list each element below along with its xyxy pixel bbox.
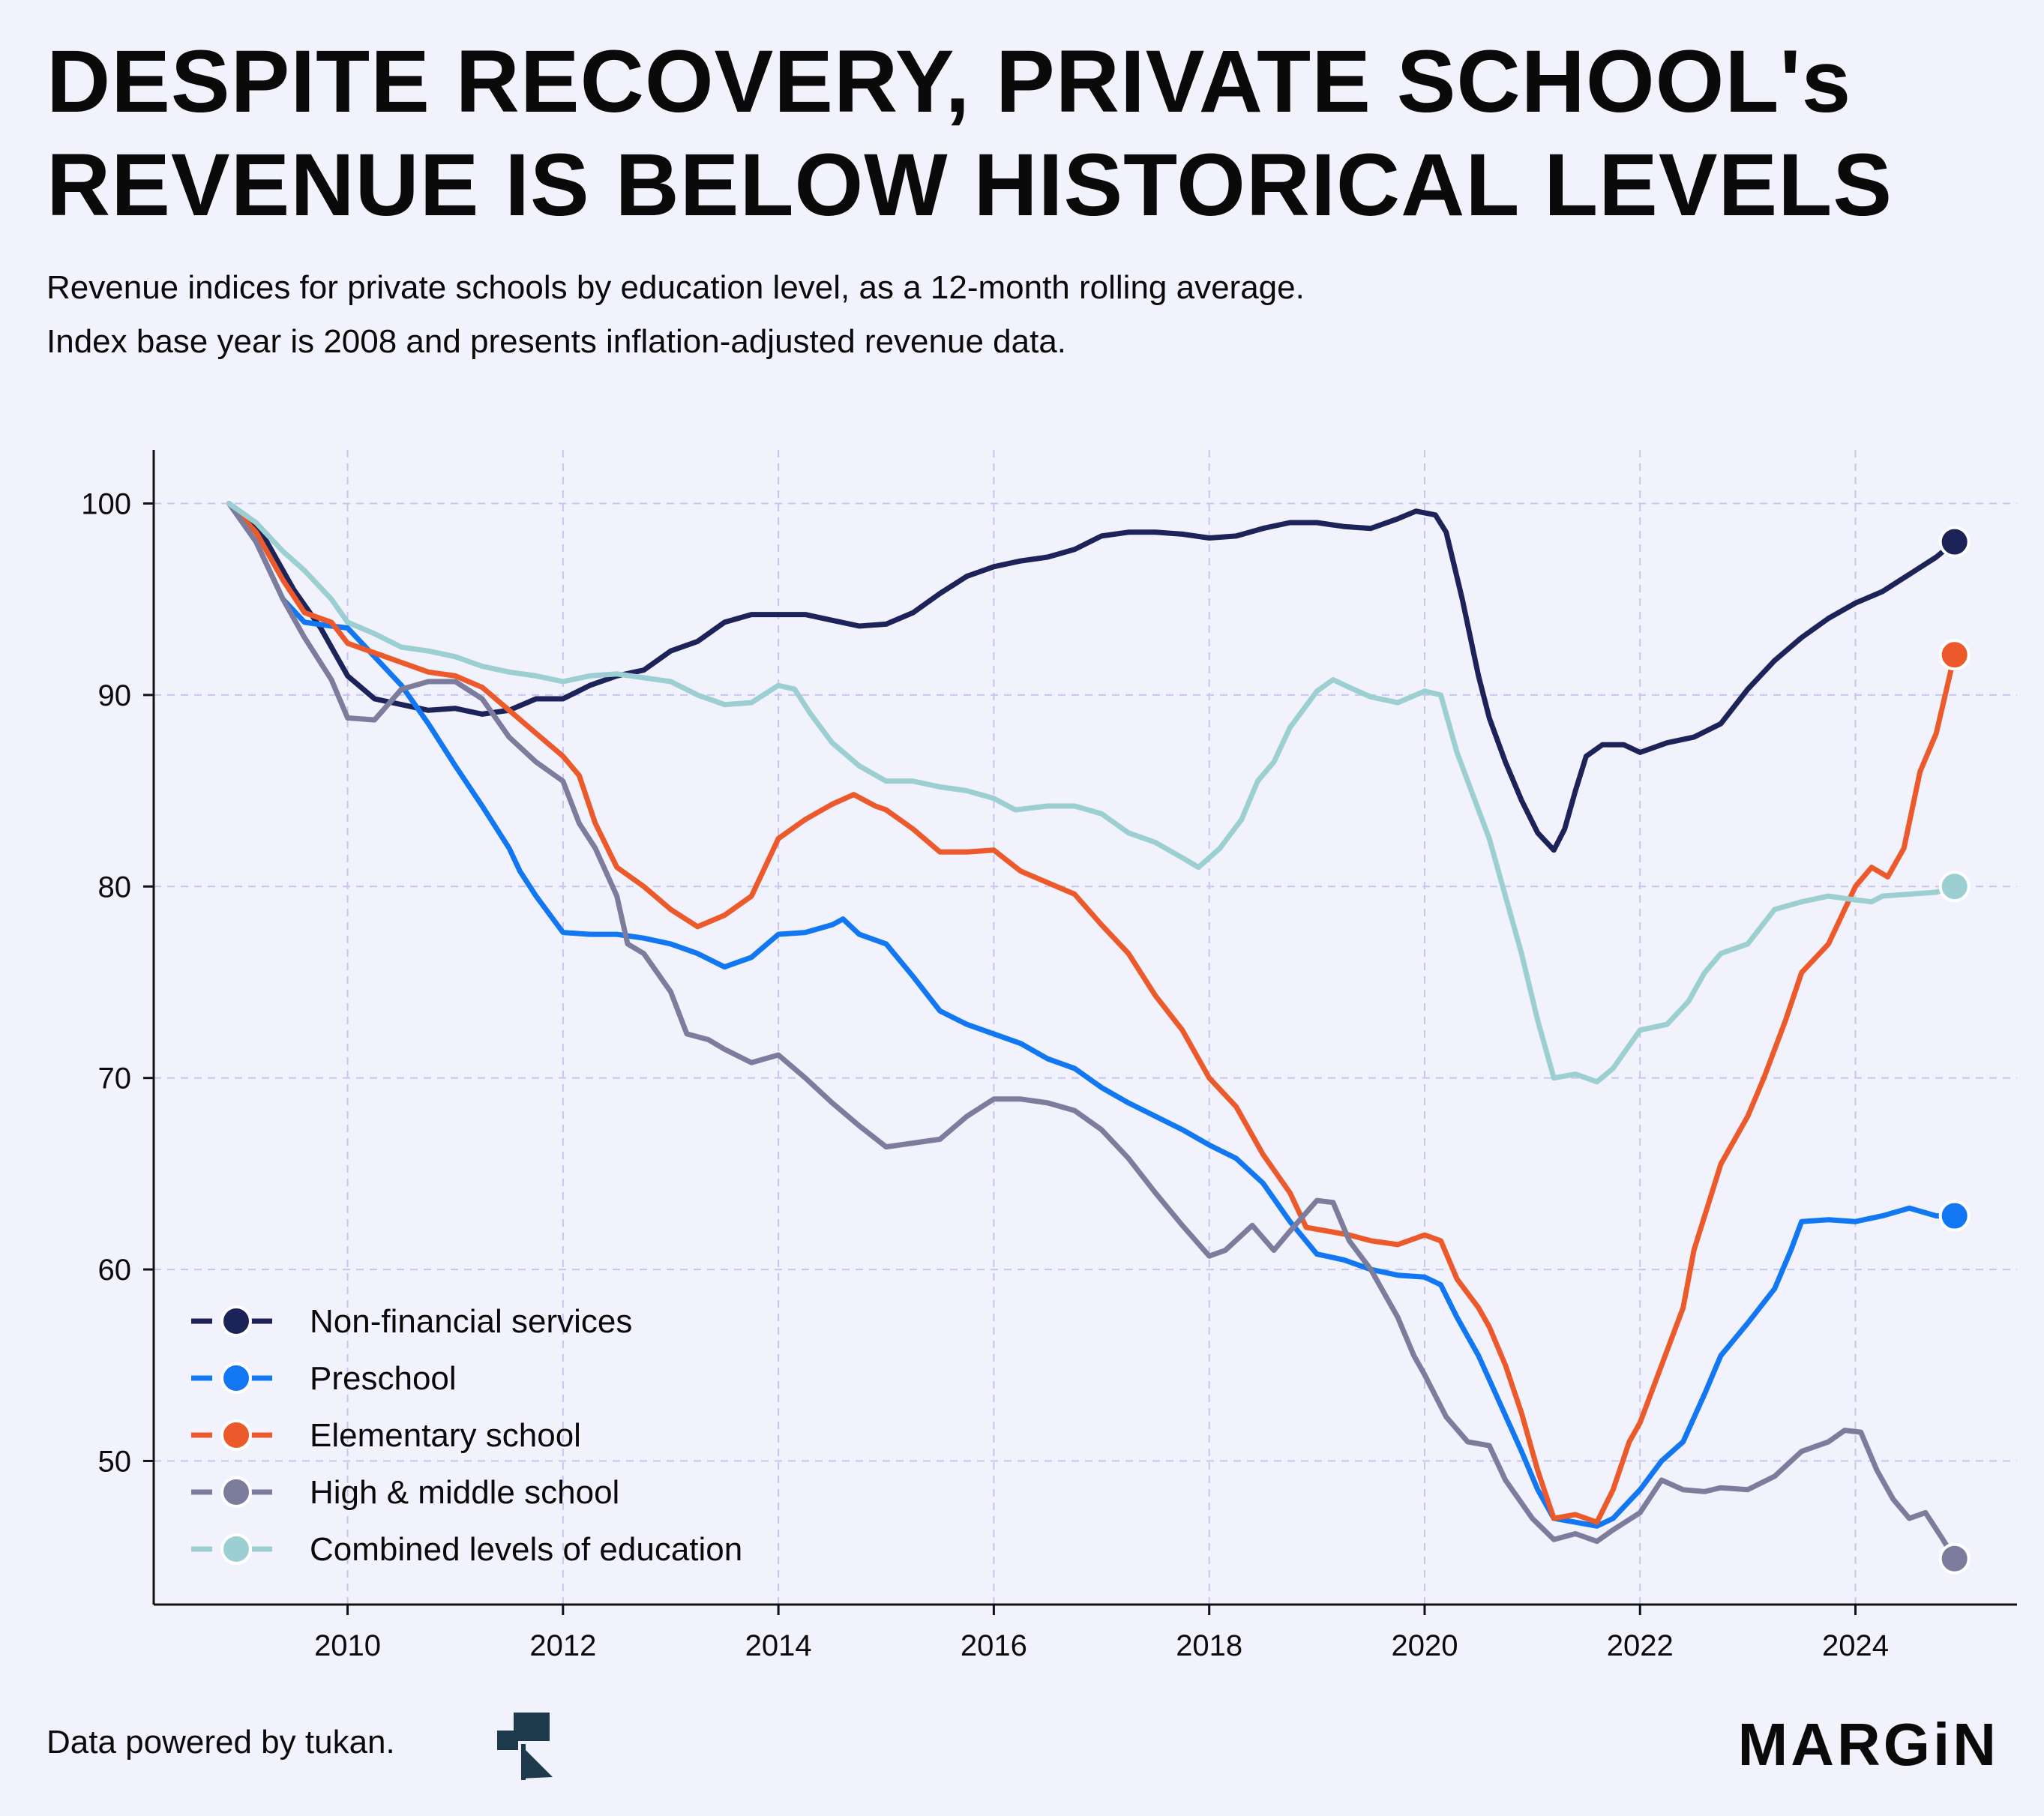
y-tick-label: 80 [98, 871, 132, 904]
legend-label: Elementary school [310, 1417, 581, 1454]
legend-label: Combined levels of education [310, 1531, 742, 1568]
legend-swatch-marker [220, 1362, 252, 1394]
series-line-elementary-school [226, 501, 1958, 1525]
end-marker-high-middle-school [1938, 1542, 1971, 1575]
x-tick-label: 2020 [1391, 1629, 1458, 1662]
chart-title: DESPITE RECOVERY, PRIVATE SCHOOL's REVEN… [46, 30, 1996, 237]
legend-swatch-marker [220, 1305, 252, 1337]
chart-title-line-2: REVENUE IS BELOW HISTORICAL LEVELS [46, 136, 1893, 235]
end-marker-preschool [1938, 1200, 1971, 1232]
chart-legend: Non-financial services Preschool Elementar… [191, 1303, 742, 1568]
chart-series [226, 501, 1958, 1562]
series-line-non-financial-services [226, 501, 1958, 853]
tukan-logo-icon [497, 1713, 553, 1780]
legend-label: High & middle school [310, 1474, 619, 1511]
x-tick-label: 2022 [1607, 1629, 1674, 1662]
y-tick-label: 100 [81, 488, 131, 521]
chart-end-markers [1938, 526, 1971, 1575]
chart-axes [152, 450, 2017, 1606]
chart-subtitle-line-1: Revenue indices for private schools by e… [46, 269, 1305, 306]
x-tick-label: 2016 [961, 1629, 1027, 1662]
legend-label: Non-financial services [310, 1303, 632, 1340]
legend-item: Elementary school [191, 1417, 581, 1454]
chart-subtitle-line-2: Index base year is 2008 and presents inf… [46, 323, 1067, 360]
line-chart: 2010 2012 2014 2016 2018 2020 2022 2024 50 60 70 80… [81, 450, 2017, 1662]
y-tick-label: 90 [98, 679, 132, 712]
y-tick-label: 60 [98, 1254, 132, 1287]
chart-subtitle: Revenue indices for private schools by e… [46, 261, 1996, 369]
x-tick-label: 2014 [745, 1629, 812, 1662]
legend-swatch-marker [220, 1533, 252, 1565]
x-tick-label: 2010 [314, 1629, 381, 1662]
y-tick-label: 50 [98, 1445, 132, 1478]
end-marker-combined-levels-of-education [1938, 871, 1971, 903]
x-tick-label: 2012 [529, 1629, 596, 1662]
legend-item: High & middle school [191, 1474, 619, 1511]
y-tick-label: 70 [98, 1062, 132, 1095]
legend-swatch-marker [220, 1476, 252, 1508]
chart-title-line-1: DESPITE RECOVERY, PRIVATE SCHOOL's [46, 32, 1852, 131]
x-tick-label: 2018 [1176, 1629, 1242, 1662]
brand-logo: MARGiN [1737, 1711, 1999, 1778]
end-marker-elementary-school [1938, 639, 1971, 671]
series-line-high-middle-school [226, 501, 1958, 1562]
chart-ticks: 2010 2012 2014 2016 2018 2020 2022 2024 50 60 70 80… [81, 488, 1889, 1662]
legend-label: Preschool [310, 1360, 457, 1397]
chart-grid [154, 450, 2017, 1605]
legend-swatch-marker [220, 1419, 252, 1451]
legend-item: Non-financial services [191, 1303, 632, 1340]
legend-item: Preschool [191, 1360, 457, 1397]
x-tick-label: 2024 [1822, 1629, 1889, 1662]
series-line-preschool [226, 501, 1958, 1529]
data-source-note: Data powered by tukan. [46, 1724, 395, 1761]
end-marker-non-financial-services [1938, 526, 1971, 558]
series-line-combined-levels-of-education [226, 501, 1958, 1085]
legend-item: Combined levels of education [191, 1531, 742, 1568]
